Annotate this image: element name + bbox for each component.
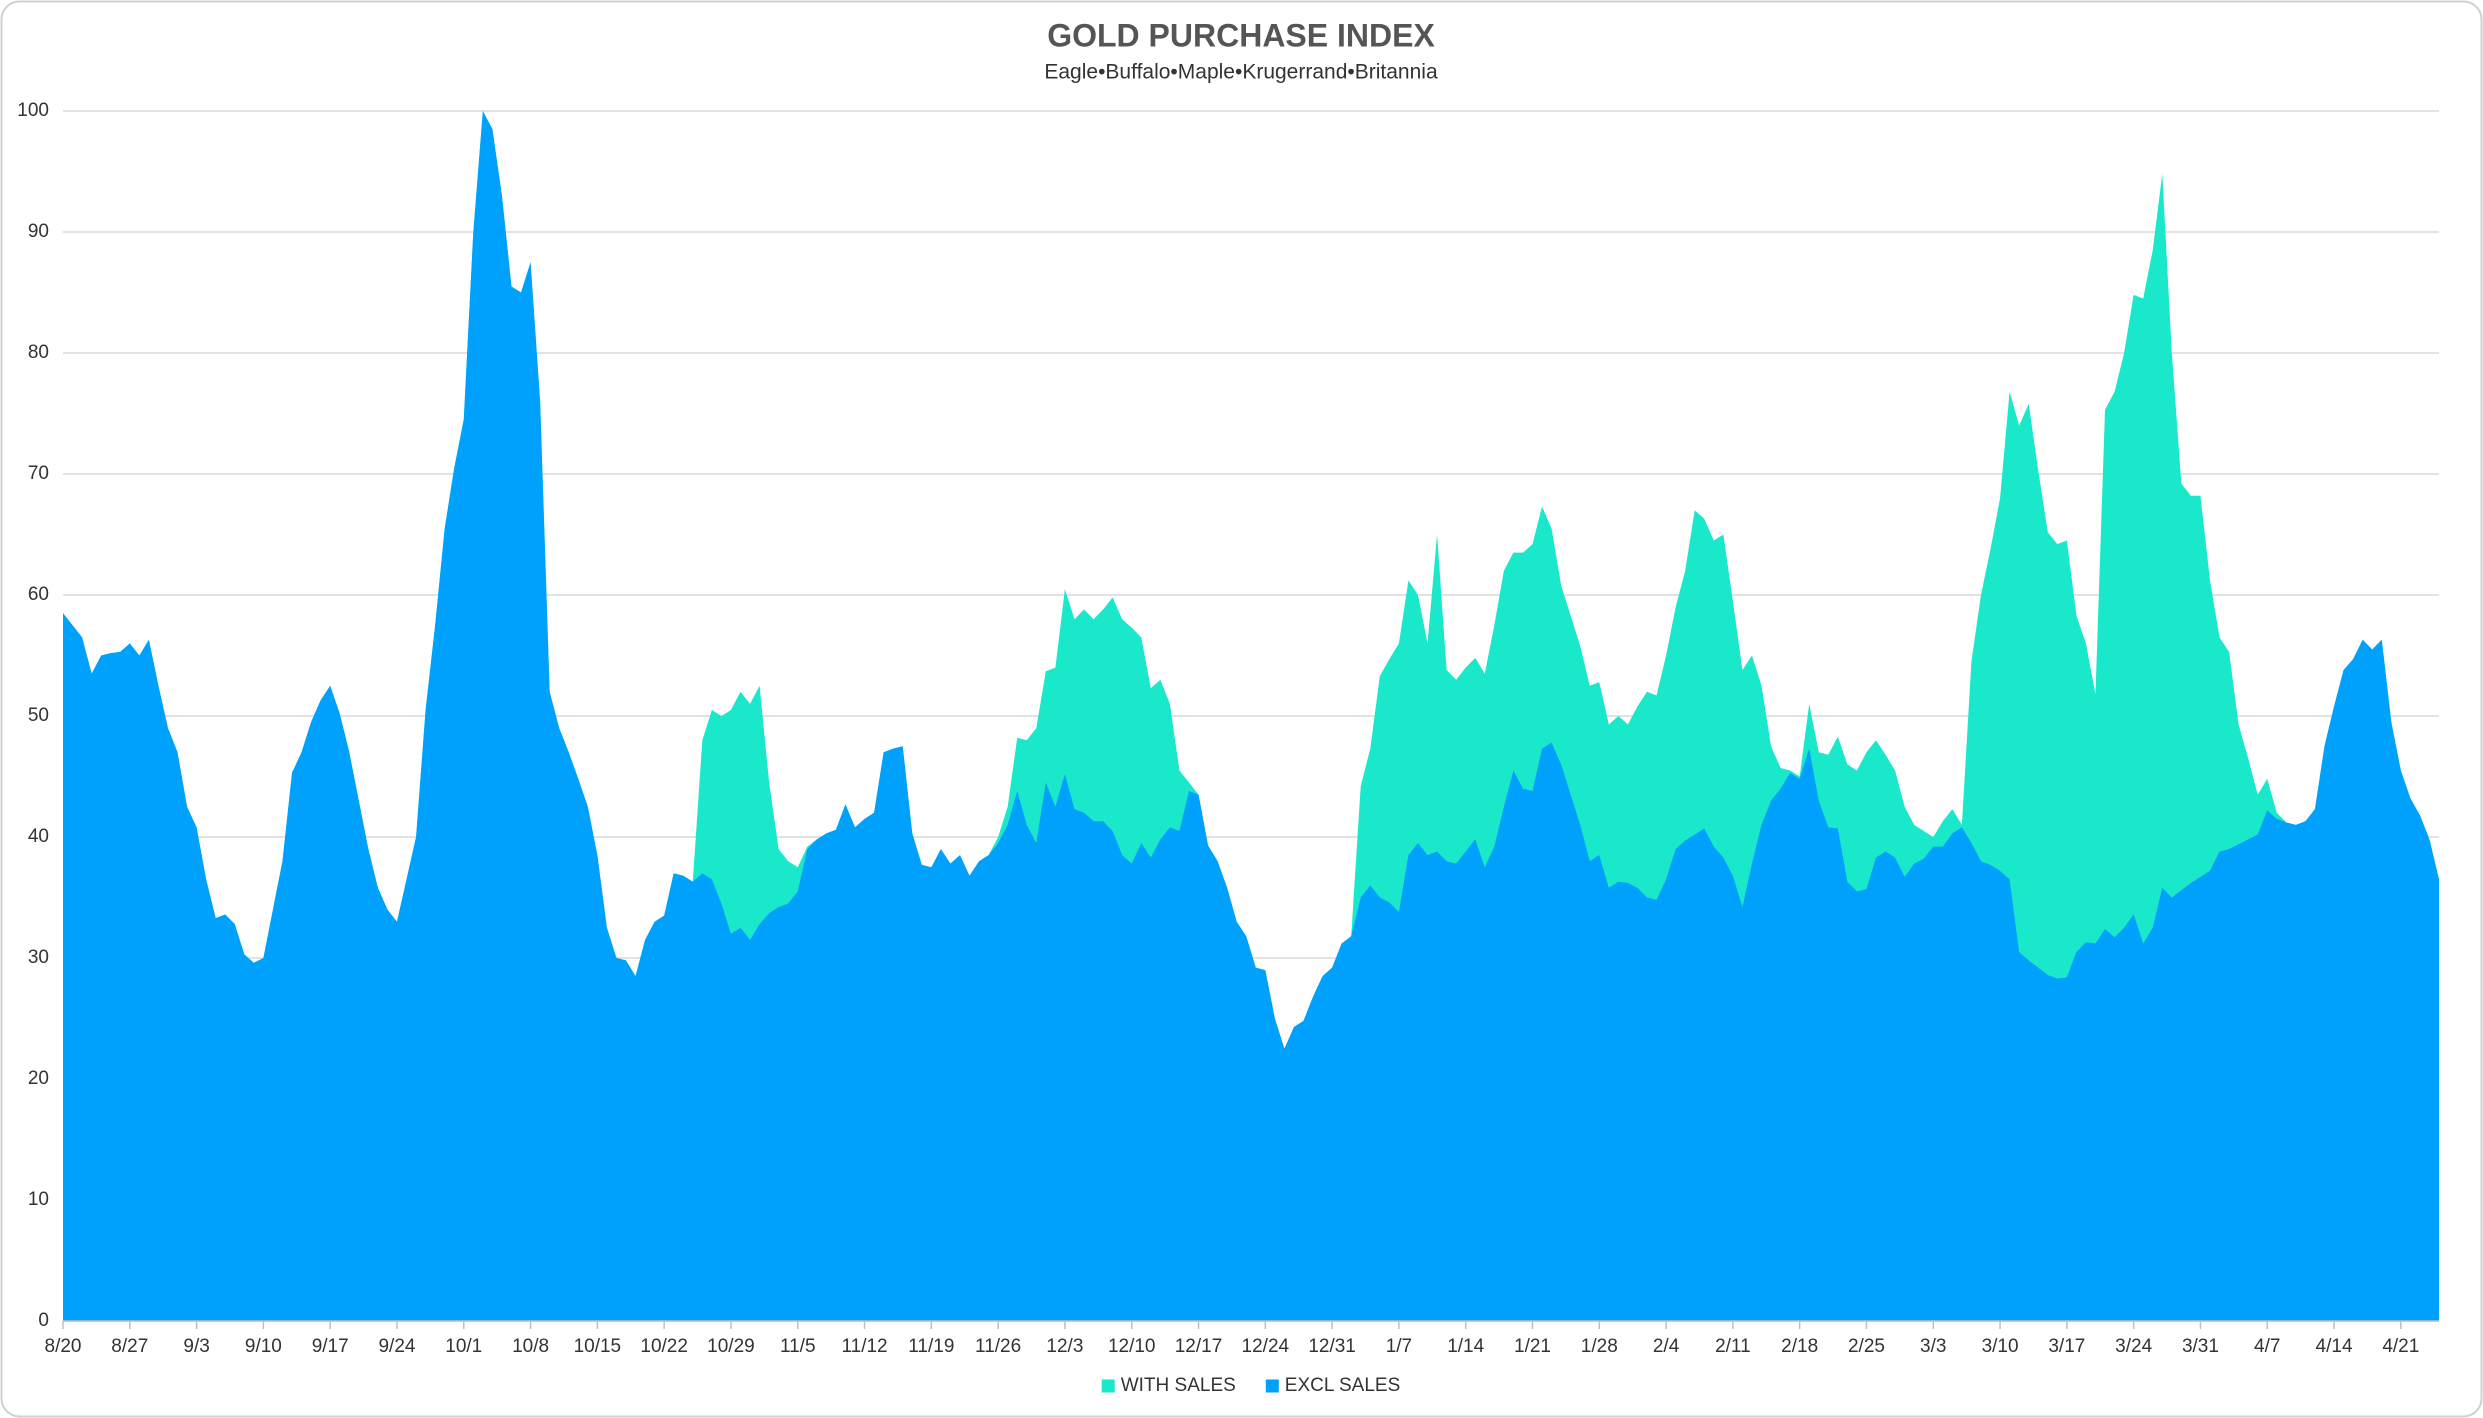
x-tick-label: 2/11 bbox=[1715, 1336, 1751, 1357]
legend-swatch bbox=[1265, 1379, 1279, 1393]
x-tick-label: 10/15 bbox=[574, 1336, 622, 1357]
plot-area bbox=[63, 111, 2439, 1321]
y-tick-label: 30 bbox=[28, 947, 49, 968]
x-tick-label: 4/14 bbox=[2316, 1336, 2353, 1357]
x-tick-label: 3/24 bbox=[2115, 1336, 2152, 1357]
x-tick-label: 3/17 bbox=[2048, 1336, 2085, 1357]
x-tick-label: 1/7 bbox=[1386, 1336, 1412, 1357]
legend: WITH SALES EXCL SALES bbox=[1101, 1375, 1400, 1396]
x-tick-label: 12/31 bbox=[1308, 1336, 1356, 1357]
x-tick-label: 9/17 bbox=[312, 1336, 349, 1357]
x-tick-label: 1/21 bbox=[1514, 1336, 1551, 1357]
x-tick-label: 12/24 bbox=[1242, 1336, 1290, 1357]
x-tick-label: 2/4 bbox=[1653, 1336, 1680, 1357]
x-tick-label: 1/28 bbox=[1581, 1336, 1618, 1357]
chart-subtitle: Eagle•Buffalo•Maple•Krugerrand•Britannia bbox=[1044, 61, 1438, 84]
y-tick-label: 90 bbox=[28, 221, 49, 242]
y-tick-label: 40 bbox=[28, 826, 49, 847]
x-tick-label: 12/17 bbox=[1175, 1336, 1223, 1357]
x-tick-label: 10/8 bbox=[512, 1336, 549, 1357]
x-tick-label: 3/31 bbox=[2182, 1336, 2219, 1357]
x-tick-label: 4/21 bbox=[2382, 1336, 2419, 1357]
x-tick-label: 9/10 bbox=[245, 1336, 282, 1357]
x-tick-label: 11/12 bbox=[841, 1336, 887, 1357]
legend-label: WITH SALES bbox=[1121, 1375, 1236, 1396]
x-tick-label: 10/29 bbox=[707, 1336, 755, 1357]
x-tick-label: 1/14 bbox=[1447, 1336, 1484, 1357]
y-tick-label: 20 bbox=[28, 1068, 49, 1089]
y-tick-label: 0 bbox=[38, 1310, 49, 1331]
y-tick-label: 70 bbox=[28, 463, 49, 484]
x-tick-label: 12/10 bbox=[1108, 1336, 1156, 1357]
x-tick-label: 12/3 bbox=[1046, 1336, 1083, 1357]
chart-title: GOLD PURCHASE INDEX bbox=[1047, 17, 1435, 53]
x-tick-label: 10/22 bbox=[640, 1336, 688, 1357]
y-tick-label: 50 bbox=[28, 705, 49, 726]
x-tick-label: 3/3 bbox=[1920, 1336, 1946, 1357]
y-tick-label: 100 bbox=[17, 100, 49, 121]
y-tick-label: 80 bbox=[28, 342, 49, 363]
y-tick-label: 60 bbox=[28, 584, 49, 605]
legend-swatch bbox=[1101, 1379, 1115, 1393]
axes: 0 10 20 30 40 50 60 70 80 90 100 8/20 8/27 9/3 9/10 9/1… bbox=[17, 100, 2439, 1357]
x-tick-label: 8/20 bbox=[45, 1336, 82, 1357]
x-tick-label: 11/26 bbox=[975, 1336, 1021, 1357]
x-tick-label: 11/5 bbox=[780, 1336, 816, 1357]
x-tick-label: 9/3 bbox=[183, 1336, 209, 1357]
x-tick-label: 9/24 bbox=[378, 1336, 415, 1357]
legend-label: EXCL SALES bbox=[1285, 1375, 1400, 1396]
area-series bbox=[63, 111, 2439, 1321]
y-tick-label: 10 bbox=[28, 1189, 49, 1210]
x-tick-label: 11/19 bbox=[908, 1336, 954, 1357]
x-tick-label: 4/7 bbox=[2254, 1336, 2280, 1357]
x-tick-label: 2/18 bbox=[1781, 1336, 1818, 1357]
x-tick-label: 8/27 bbox=[111, 1336, 148, 1357]
x-tick-label: 3/10 bbox=[1982, 1336, 2019, 1357]
x-tick-label: 10/1 bbox=[445, 1336, 482, 1357]
x-tick-label: 2/25 bbox=[1848, 1336, 1885, 1357]
